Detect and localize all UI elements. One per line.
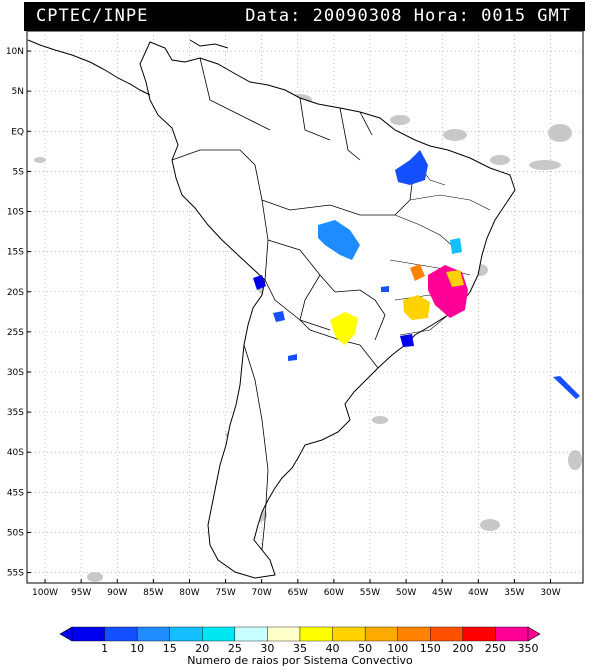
colorbar-label: 10 — [130, 642, 144, 655]
colorbar-swatch — [169, 626, 203, 642]
lon-label: 70W — [251, 588, 271, 598]
colorbar-swatch — [364, 626, 398, 642]
colorbar-swatch — [462, 626, 496, 642]
colorbar: 1 10 15 20 25 30 35 40 50 100 150 200 250 350 — [59, 626, 541, 655]
lon-label: 75W — [215, 588, 235, 598]
colorbar-swatch — [71, 626, 105, 642]
colorbar-label: 200 — [452, 642, 473, 655]
colorbar-label: 150 — [420, 642, 441, 655]
colorbar-label: 1 — [101, 642, 108, 655]
colorbar-arrow-left — [59, 626, 73, 642]
lon-label: 90W — [107, 588, 127, 598]
system-bahia — [446, 270, 464, 287]
lon-label: 65W — [288, 588, 308, 598]
lon-label: 95W — [71, 588, 91, 598]
lat-label: 5S — [13, 167, 25, 177]
colorbar-label: 35 — [293, 642, 307, 655]
lon-label: 60W — [324, 588, 344, 598]
colorbar-label: 20 — [195, 642, 209, 655]
system-mato-grosso-south — [381, 286, 389, 292]
lon-label: 100W — [32, 588, 58, 598]
source-label: CPTEC/INPE — [36, 6, 149, 26]
system-argentina-north — [273, 311, 285, 322]
lat-label: 45S — [7, 488, 24, 498]
colorbar-label: 25 — [228, 642, 242, 655]
lat-label: 15S — [7, 248, 24, 258]
lon-label: 30W — [540, 588, 560, 598]
colorbar-swatch — [104, 626, 138, 642]
colorbar-swatch — [299, 626, 333, 642]
colorbar-title: Numero de raios por Sistema Convectivo — [187, 654, 413, 667]
colorbar-label: 40 — [326, 642, 340, 655]
lat-label: 10N — [6, 47, 24, 57]
lon-label: 85W — [143, 588, 163, 598]
lat-label: 10S — [7, 208, 24, 218]
axes: 10N 5N EQ 5S 10S 15S 20S 25S 30S 35S 40S 45S 50S 55S 1… — [6, 47, 561, 598]
colorbar-label: 30 — [260, 642, 274, 655]
colorbar-swatch — [136, 626, 170, 642]
colorbar-swatch — [267, 626, 301, 642]
system-bolivia-peru-border — [253, 275, 266, 290]
colorbar-swatch — [495, 626, 529, 642]
colorbar-arrow-right — [527, 626, 541, 642]
system-sao-paulo — [403, 295, 430, 320]
lon-label: 35W — [504, 588, 524, 598]
colorbar-swatch — [397, 626, 431, 642]
lat-label: 40S — [7, 448, 24, 458]
caribbean-coast — [189, 39, 229, 49]
system-central-brazil — [318, 220, 360, 260]
title-bar: CPTEC/INPE Data: 20090308 Hora: 0015 GMT — [24, 2, 585, 31]
system-northeast-brazil — [395, 150, 428, 185]
colorbar-swatch — [332, 626, 366, 642]
colorbar-label: 350 — [518, 642, 539, 655]
lon-label: 80W — [179, 588, 199, 598]
colorbar-swatch — [202, 626, 236, 642]
lat-label: 5N — [12, 87, 24, 97]
lon-label: 55W — [360, 588, 380, 598]
lon-label: 40W — [468, 588, 488, 598]
lon-label: 45W — [432, 588, 452, 598]
lon-label: 50W — [396, 588, 416, 598]
lat-label: 55S — [7, 569, 24, 579]
datetime-label: Data: 20090308 Hora: 0015 GMT — [245, 6, 571, 26]
lat-label: 25S — [7, 328, 24, 338]
convective-systems — [253, 150, 580, 399]
system-south-atlantic — [553, 376, 580, 399]
colorbar-label: 50 — [358, 642, 372, 655]
colorbar-label: 250 — [485, 642, 506, 655]
lat-label: 50S — [7, 528, 24, 538]
lat-label: 20S — [7, 288, 24, 298]
central-america — [27, 39, 151, 96]
colorbar-swatch — [234, 626, 268, 642]
lat-label: 30S — [7, 368, 24, 378]
system-parana — [400, 334, 414, 347]
system-paraguay — [330, 312, 358, 345]
colorbar-swatch — [430, 626, 464, 642]
system-argentina-center — [288, 354, 297, 361]
lat-label: EQ — [11, 127, 24, 137]
colorbar-label: 15 — [163, 642, 177, 655]
lat-label: 35S — [7, 408, 24, 418]
colorbar-label: 100 — [387, 642, 408, 655]
system-goias — [450, 238, 462, 254]
system-minas-gerais — [410, 264, 425, 281]
